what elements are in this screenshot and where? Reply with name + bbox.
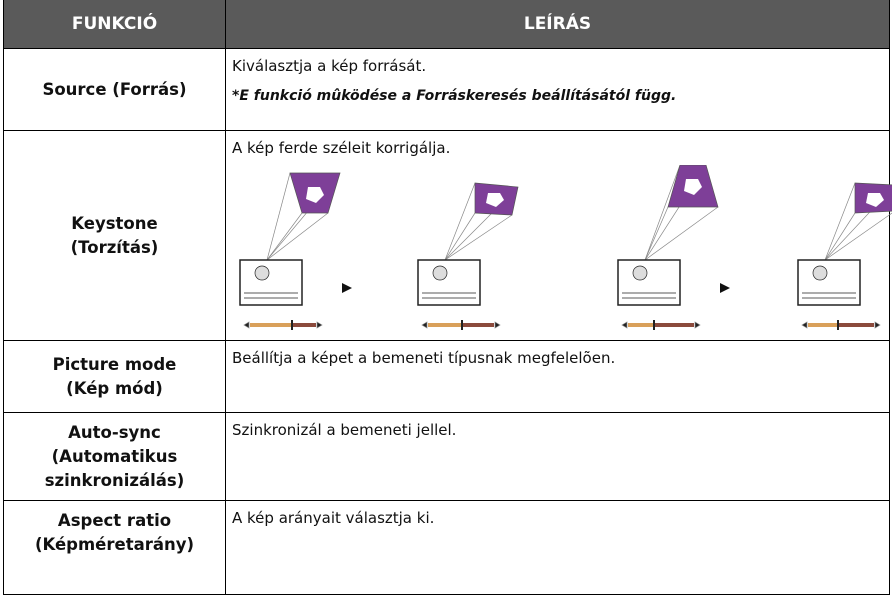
row: Aspect ratio (Képméretarány) A kép arány… <box>3 500 890 595</box>
keystone-illustration <box>239 165 892 330</box>
row: Source (Forrás) Kiválasztja a kép forrás… <box>3 48 890 131</box>
row: Keystone (Torzítás) A kép ferde széleit … <box>3 130 892 341</box>
header-cell: LEÍRÁS <box>225 0 890 49</box>
arrow <box>720 283 730 293</box>
function-name: (Torzítás) <box>70 237 159 257</box>
row: Auto-sync (Automatikus szinkronizálás) S… <box>3 412 890 501</box>
function-cell: Aspect ratio (Képméretarány) <box>3 500 226 595</box>
description: Kiválasztja a kép forrását. <box>232 57 427 75</box>
projector-panel <box>797 182 892 330</box>
description: Szinkronizál a bemeneti jellel. <box>232 421 457 439</box>
projector-panel <box>417 182 519 330</box>
projector-panel <box>617 165 719 330</box>
note: *E funkció mûködése a Forráskeresés beál… <box>232 88 677 104</box>
description: Beállítja a képet a bemeneti típusnak me… <box>232 349 616 367</box>
function-name: Picture mode <box>52 354 177 374</box>
function-table: FUNKCIÓ LEÍRÁS Source (Forrás) Kiválaszt… <box>3 0 892 595</box>
function-name: (Képméretarány) <box>34 535 195 554</box>
projector-panel <box>239 172 341 330</box>
function-cell: Source (Forrás) <box>3 48 226 131</box>
description-cell: A kép ferde széleit korrigálja. <box>225 130 892 341</box>
function-name: Aspect ratio <box>57 511 172 530</box>
description-cell: Kiválasztja a kép forrását. *E funkció m… <box>225 48 890 131</box>
description-cell: Szinkronizál a bemeneti jellel. <box>225 412 890 501</box>
function-cell: Picture mode (Kép mód) <box>3 340 226 413</box>
function-name: (Kép mód) <box>66 378 163 398</box>
function-cell: Keystone (Torzítás) <box>3 130 226 341</box>
description: A kép ferde széleit korrigálja. <box>232 139 451 157</box>
row: Picture mode (Kép mód) Beállítja a képet… <box>3 340 890 413</box>
header-row: FUNKCIÓ LEÍRÁS <box>3 0 890 49</box>
function-name: Keystone <box>71 213 158 233</box>
function-name: Source (Forrás) <box>42 79 187 99</box>
description-cell: Beállítja a képet a bemeneti típusnak me… <box>225 340 890 413</box>
function-cell: Auto-sync (Automatikus szinkronizálás) <box>3 412 226 501</box>
function-name: szinkronizálás) <box>44 471 185 490</box>
description: A kép arányait választja ki. <box>232 509 435 527</box>
header-cell: FUNKCIÓ <box>3 0 226 49</box>
function-name: Auto-sync <box>68 423 161 442</box>
function-name: (Automatikus <box>51 447 178 466</box>
arrow <box>342 283 352 293</box>
description-cell: A kép arányait választja ki. <box>225 500 890 595</box>
